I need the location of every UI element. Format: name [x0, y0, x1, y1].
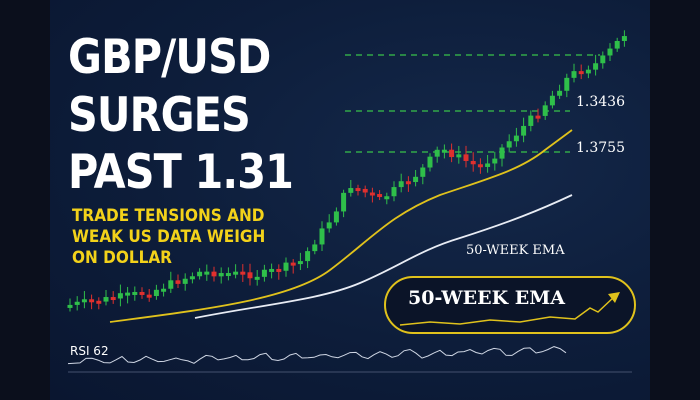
candle-body [348, 188, 354, 193]
candle-body [312, 244, 318, 252]
candle-body [319, 228, 325, 245]
candle-body [103, 297, 109, 302]
rsi-label: RSI 62 [70, 344, 109, 358]
candle-body [182, 278, 188, 284]
candle-body [600, 55, 606, 64]
candle-body [413, 176, 419, 183]
candle-body [269, 268, 275, 272]
candle-body [549, 95, 555, 106]
candle-body [384, 196, 390, 200]
candle-body [593, 63, 599, 70]
candle-body [125, 292, 131, 296]
candle-body [189, 276, 195, 280]
candle-body [153, 289, 159, 297]
candle-body [89, 299, 95, 303]
candle-body [463, 154, 469, 161]
ema-label: 50-WEEK EMA [466, 243, 565, 258]
candle-body [283, 262, 289, 271]
level-lines [345, 54, 600, 153]
level-label: 1.3436 [576, 94, 625, 110]
candle-body [391, 187, 397, 197]
level-label: 1.3755 [576, 140, 625, 156]
candle-body [578, 71, 584, 75]
candle-body [168, 280, 174, 289]
candle-body [557, 90, 563, 96]
candle-body [499, 147, 505, 159]
candle-body [485, 163, 491, 167]
candle-body [341, 192, 347, 212]
candle-body [333, 211, 339, 223]
candle-body [506, 141, 512, 148]
candle-body [276, 268, 282, 272]
candle-body [477, 164, 483, 168]
candle-body [355, 188, 361, 192]
candle-body [535, 115, 541, 119]
candle-body [81, 299, 87, 303]
candle-body [326, 222, 332, 229]
candle-body [254, 276, 260, 280]
candle-body [211, 271, 217, 277]
candle-body [571, 71, 577, 78]
candle-body [377, 194, 383, 198]
candle-body [607, 48, 613, 56]
candle-body [614, 40, 620, 49]
candle-body [204, 271, 210, 275]
candle-body [161, 288, 167, 292]
candle-body [405, 181, 411, 185]
candle-body [449, 149, 455, 158]
candle-body [398, 181, 404, 188]
headline-line: PAST 1.31 [68, 145, 294, 200]
candle-body [233, 271, 239, 275]
candles [67, 30, 627, 312]
badge-label: 50-WEEK EMA [408, 287, 565, 309]
candle-body [441, 149, 447, 153]
candle-body [297, 261, 303, 265]
candle-body [290, 262, 296, 266]
candle-body [564, 77, 570, 91]
candle-body [139, 291, 145, 295]
yellow-trend-line [109, 129, 573, 323]
badge-arrow [608, 292, 620, 303]
candle-body [585, 69, 591, 74]
candle-body [470, 160, 476, 165]
candle-body [492, 158, 498, 164]
candle-body [427, 156, 433, 168]
candle-body [369, 192, 375, 196]
subheadline: TRADE TENSIONS AND WEAK US DATA WEIGH ON… [72, 206, 266, 268]
candle-body [513, 135, 519, 142]
rsi-line [67, 346, 567, 365]
candle-body [67, 304, 73, 308]
candle-body [175, 280, 181, 284]
candle-body [197, 271, 203, 277]
candle-body [96, 300, 102, 304]
candle-body [542, 105, 548, 116]
candle-body [110, 297, 116, 301]
candle-body [218, 273, 224, 277]
candle-body [528, 115, 534, 126]
candle-body [225, 273, 231, 277]
candle-body [117, 293, 123, 299]
candle-body [261, 269, 267, 277]
candle-body [456, 154, 462, 158]
candle-body [74, 301, 80, 305]
candle-body [420, 167, 426, 177]
badge-sparkline [399, 295, 616, 326]
candle-body [305, 251, 311, 262]
candle-body [146, 294, 152, 298]
candle-body [521, 125, 527, 136]
candle-body [247, 272, 253, 279]
candle-body [621, 36, 627, 41]
candle-body [132, 291, 138, 295]
candle-body [240, 271, 246, 275]
candle-body [434, 149, 440, 157]
headline-line: SURGES [68, 88, 251, 143]
ema-line [194, 194, 573, 319]
candle-body [362, 188, 368, 193]
headline-line: GBP/USD [68, 30, 271, 85]
